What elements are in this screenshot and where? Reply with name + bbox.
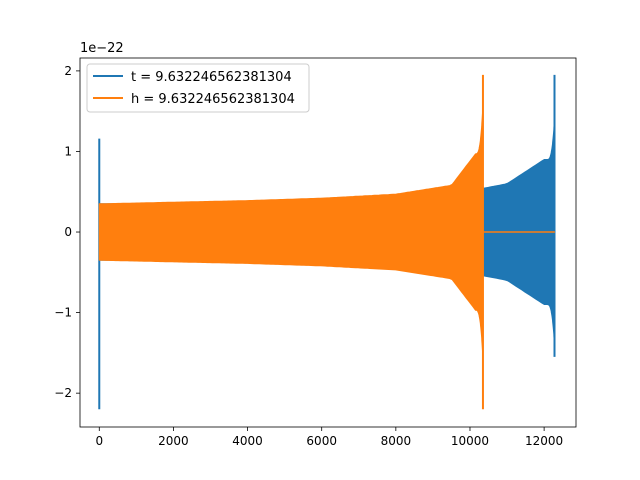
series-envelope bbox=[98, 104, 484, 360]
x-tick-label: 6000 bbox=[306, 434, 337, 448]
x-tick-label: 0 bbox=[95, 434, 103, 448]
legend-label-h: h = 9.632246562381304 bbox=[131, 92, 295, 107]
y-tick-label: 1 bbox=[64, 144, 72, 158]
y-tick-label: −2 bbox=[54, 386, 72, 400]
x-tick-label: 2000 bbox=[158, 434, 189, 448]
legend-box bbox=[86, 63, 310, 113]
y-tick-label: 2 bbox=[64, 64, 72, 78]
x-tick-label: 10000 bbox=[451, 434, 489, 448]
y-tick-label: 0 bbox=[64, 225, 72, 239]
legend-label-t: t = 9.632246562381304 bbox=[131, 70, 292, 85]
y-offset-label: 1e−22 bbox=[80, 41, 124, 56]
axes-frame bbox=[79, 57, 577, 428]
x-tick-label: 4000 bbox=[232, 434, 263, 448]
x-axis: 0 2000 4000 6000 8000 10000 12000 bbox=[95, 427, 563, 448]
legend: t = 9.632246562381304 h = 9.632246562381… bbox=[86, 63, 310, 113]
y-tick-label: −1 bbox=[54, 306, 72, 320]
x-tick-label: 8000 bbox=[381, 434, 412, 448]
x-tick-label: 12000 bbox=[525, 434, 563, 448]
y-axis: −2 −1 0 1 2 bbox=[54, 64, 80, 400]
series-h bbox=[98, 74, 555, 410]
plot-area bbox=[98, 74, 556, 410]
